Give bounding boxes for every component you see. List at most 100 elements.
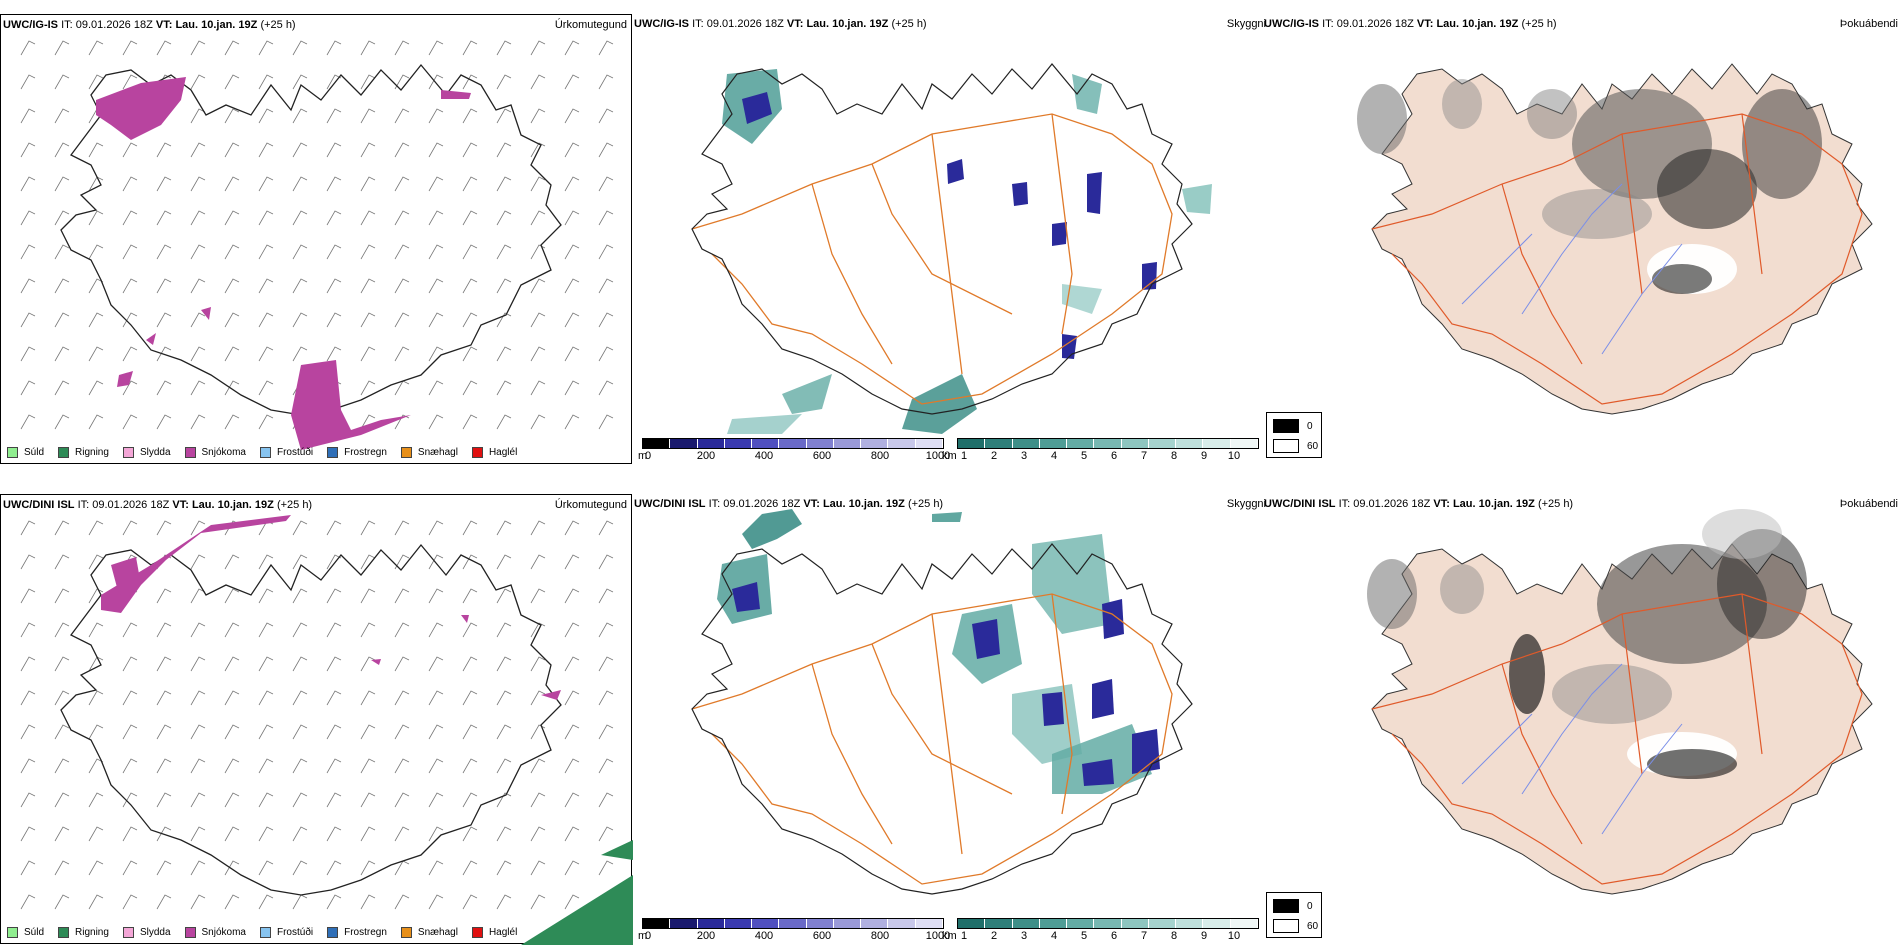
wind-barb	[20, 210, 36, 226]
wind-barb	[156, 278, 172, 294]
wind-barb	[428, 588, 444, 604]
colorbar-tick-km: 7	[1140, 930, 1148, 942]
wind-barb	[326, 792, 342, 808]
legend-item: Snæhagl	[400, 927, 458, 938]
wind-barb	[122, 74, 138, 90]
wind-barb	[564, 346, 580, 362]
panel-header: UWC/DINI ISL IT: 09.01.2026 18Z VT: Lau.…	[1264, 498, 1574, 510]
panel-header: UWC/IG-IS IT: 09.01.2026 18Z VT: Lau. 10…	[1264, 18, 1557, 30]
colorbar-tick-km: 3	[1020, 450, 1028, 462]
wind-barb	[598, 346, 614, 362]
wind-barb	[530, 210, 546, 226]
wind-barb	[598, 74, 614, 90]
wind-barb	[530, 758, 546, 774]
colorbar-cell	[985, 919, 1013, 928]
wind-barb	[326, 656, 342, 672]
colorbar-cell	[643, 919, 671, 928]
colorbar-tick-m: 400	[754, 450, 774, 462]
colorbar-tick-km: 8	[1170, 930, 1178, 942]
wind-barb	[190, 826, 206, 842]
wind-barb	[360, 40, 376, 56]
wind-barb	[54, 244, 70, 260]
colorbar-cell	[779, 439, 807, 448]
wind-barb	[326, 826, 342, 842]
iceland-outline	[691, 543, 1193, 895]
wind-barb	[20, 792, 36, 808]
wind-barb	[360, 894, 376, 910]
wind-barb	[258, 894, 274, 910]
wind-barb	[360, 690, 376, 706]
colorbar-cell	[1176, 439, 1204, 448]
wind-barb	[496, 622, 512, 638]
wind-barb	[258, 210, 274, 226]
wind-barb	[598, 554, 614, 570]
wind-barb	[496, 792, 512, 808]
panel-title: Úrkomutegund	[554, 19, 627, 31]
wind-barb	[530, 826, 546, 842]
colorbar-m-cells	[642, 438, 944, 449]
wind-barb	[190, 244, 206, 260]
wind-barb	[530, 520, 546, 536]
wind-barb	[122, 792, 138, 808]
wind-barb	[598, 312, 614, 328]
wind-barb	[496, 346, 512, 362]
wind-barb	[190, 346, 206, 362]
wind-barb	[394, 588, 410, 604]
panel-title: Þokuábendi	[1839, 498, 1898, 510]
panel-title: Þokuábendi	[1839, 18, 1898, 30]
wind-barb	[462, 520, 478, 536]
fog-legend-row: 0	[1273, 899, 1321, 913]
wind-barb	[190, 142, 206, 158]
fog-legend-swatch	[1273, 439, 1299, 453]
wind-barb	[258, 690, 274, 706]
wind-barb	[428, 108, 444, 124]
wind-barb	[88, 74, 104, 90]
wind-barb	[462, 108, 478, 124]
wind-barb	[292, 860, 308, 876]
wind-barb	[20, 826, 36, 842]
wind-barb	[292, 74, 308, 90]
wind-barb	[190, 792, 206, 808]
wind-barb	[428, 690, 444, 706]
wind-barb	[258, 724, 274, 740]
wind-barb	[428, 622, 444, 638]
wind-barb	[428, 724, 444, 740]
legend-swatch	[471, 447, 483, 458]
wind-barb	[156, 520, 172, 536]
wind-barb	[88, 860, 104, 876]
fog-legend-swatch	[1273, 919, 1299, 933]
wind-barb	[462, 40, 478, 56]
wind-barb	[326, 40, 342, 56]
wind-barb	[20, 622, 36, 638]
wind-barb	[394, 690, 410, 706]
wind-barb	[598, 278, 614, 294]
wind-barb	[564, 860, 580, 876]
legend-item: Haglél	[471, 927, 517, 938]
wind-barb	[360, 210, 376, 226]
colorbar-cell	[1230, 919, 1258, 928]
wind-barb	[564, 724, 580, 740]
colorbar-tick-km: 2	[990, 930, 998, 942]
colorbar-tick-m: 200	[696, 930, 716, 942]
wind-barb	[224, 40, 240, 56]
wind-barb	[394, 176, 410, 192]
colorbar-km-cells	[957, 918, 1259, 929]
wind-barb	[598, 860, 614, 876]
wind-barb	[462, 894, 478, 910]
colorbar-tick-m: 1000	[925, 930, 951, 942]
wind-barb	[462, 346, 478, 362]
wind-barb	[258, 860, 274, 876]
colorbar-cell	[1012, 919, 1040, 928]
wind-barb	[224, 380, 240, 396]
wind-barb	[496, 724, 512, 740]
wind-barb	[598, 622, 614, 638]
wind-barb	[88, 588, 104, 604]
wind-barb	[54, 758, 70, 774]
wind-barb	[564, 554, 580, 570]
wind-barb	[224, 176, 240, 192]
colorbar-tick-m: 800	[870, 450, 890, 462]
wind-barb	[224, 826, 240, 842]
wind-barb	[88, 142, 104, 158]
rivers	[1461, 183, 1683, 355]
wind-barb	[292, 346, 308, 362]
